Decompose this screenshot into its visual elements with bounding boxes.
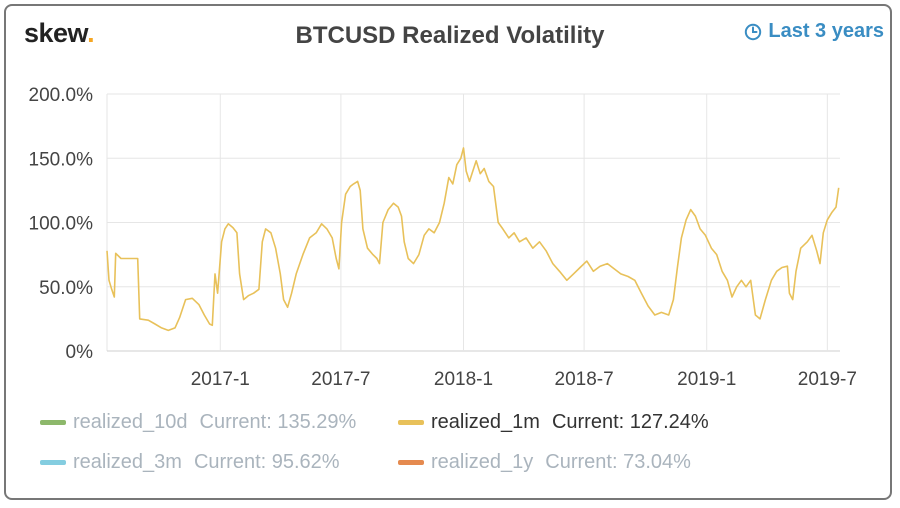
legend-current-value: Current: 73.04% [545,451,691,473]
chart-panel [4,4,892,500]
legend-series-name: realized_10d [73,411,188,433]
legend-swatch [40,420,66,425]
x-tick-label: 2018-7 [555,369,614,390]
legend-swatch [40,460,66,465]
legend-current-value: Current: 135.29% [199,411,357,433]
x-axis-ticks: 2017-1 2017-7 2018-1 2018-7 2019-1 2019-7 [191,369,857,390]
series-line-realized_1m [106,147,840,332]
legend-swatch [398,420,424,425]
legend-series-name: realized_1y [431,451,534,473]
x-tick-label: 2017-7 [311,369,370,390]
legend-current-value: Current: 127.24% [551,411,709,433]
skew-logo: skew. [24,18,95,48]
y-axis-ticks: 0% 50.0% 100.0% 150.0% 200.0% [29,85,94,363]
legend-series-name: realized_3m [73,451,182,473]
y-tick-label: 0% [66,342,94,363]
y-tick-label: 50.0% [39,278,93,299]
time-range-label: Last 3 years [768,20,884,42]
clock-icon [744,23,762,41]
legend-item-realized_1y[interactable]: realized_1y Current: 73.04% [398,451,691,474]
legend-series-name: realized_1m [431,411,540,433]
y-tick-label: 100.0% [29,214,94,235]
x-tick-label: 2019-1 [677,369,736,390]
x-tick-label: 2018-1 [434,369,493,390]
x-tick-label: 2017-1 [191,369,250,390]
legend-item-realized_10d[interactable]: realized_10d Current: 135.29% [40,411,356,434]
chart-gridlines [106,93,840,352]
y-tick-label: 200.0% [29,85,94,106]
chart-series [106,147,840,332]
x-tick-label: 2019-7 [798,369,857,390]
y-tick-label: 150.0% [29,149,94,170]
legend-item-realized_3m[interactable]: realized_3m Current: 95.62% [40,451,340,474]
legend-item-realized_1m[interactable]: realized_1m Current: 127.24% [398,411,709,434]
legend-swatch [398,460,424,465]
chart-title: BTCUSD Realized Volatility [295,22,605,49]
time-range-selector[interactable]: Last 3 years [744,20,884,43]
legend-current-value: Current: 95.62% [193,451,340,473]
